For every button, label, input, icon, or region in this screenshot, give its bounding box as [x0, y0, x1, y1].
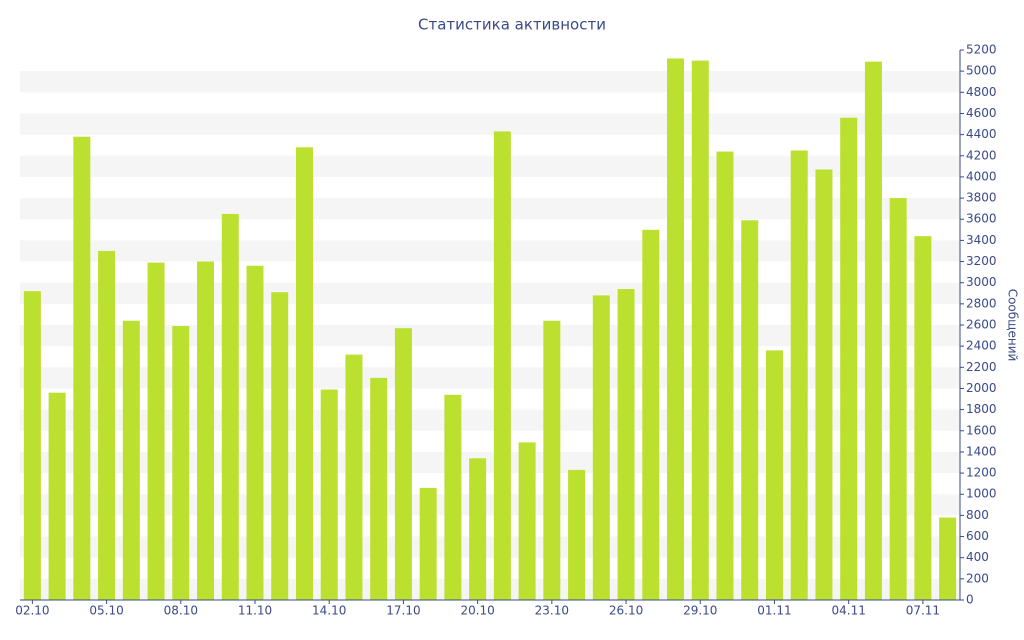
bar — [197, 261, 215, 600]
y-tick-label: 5200 — [966, 43, 997, 57]
y-tick-label: 800 — [966, 508, 989, 522]
bar — [592, 295, 610, 600]
x-tick-label: 08.10 — [164, 604, 198, 618]
bar — [271, 292, 289, 600]
bar — [667, 58, 685, 600]
bar — [543, 320, 561, 600]
bar — [568, 469, 586, 600]
y-tick-label: 2200 — [966, 360, 997, 374]
y-tick-label: 1600 — [966, 423, 997, 437]
bar — [98, 250, 116, 600]
bar — [716, 151, 734, 601]
x-tick-label: 02.10 — [15, 604, 49, 618]
bar — [246, 265, 264, 600]
y-tick-label: 4400 — [966, 127, 997, 141]
x-tick-label: 11.10 — [238, 604, 272, 618]
x-tick-label: 23.10 — [535, 604, 569, 618]
bar — [518, 442, 536, 600]
y-tick-label: 2400 — [966, 339, 997, 353]
y-tick-label: 2800 — [966, 296, 997, 310]
bar — [147, 262, 165, 600]
y-tick-label: 3400 — [966, 233, 997, 247]
y-tick-label: 4800 — [966, 85, 997, 99]
bar — [345, 354, 363, 600]
y-tick-label: 3000 — [966, 275, 997, 289]
x-tick-label: 07.11 — [906, 604, 940, 618]
y-tick-label: 3600 — [966, 212, 997, 226]
x-tick-label: 14.10 — [312, 604, 346, 618]
bar — [419, 487, 437, 600]
bar — [469, 458, 487, 600]
x-tick-label: 29.10 — [683, 604, 717, 618]
x-tick-label: 17.10 — [386, 604, 420, 618]
bar — [73, 136, 91, 600]
y-tick-label: 5000 — [966, 64, 997, 78]
bar — [617, 289, 635, 600]
x-tick-label: 20.10 — [460, 604, 494, 618]
x-tick-label: 26.10 — [609, 604, 643, 618]
bar — [172, 326, 190, 600]
bar — [122, 320, 140, 600]
bar — [320, 389, 338, 600]
x-tick-label: 04.11 — [832, 604, 866, 618]
bar — [815, 169, 833, 600]
grid-band — [20, 71, 960, 93]
bar — [840, 117, 858, 600]
bar — [914, 236, 932, 600]
bar — [48, 392, 66, 600]
bar — [765, 350, 783, 600]
grid-band — [20, 113, 960, 135]
y-tick-label: 1200 — [966, 466, 997, 480]
y-tick-label: 1000 — [966, 487, 997, 501]
y-tick-label: 1800 — [966, 402, 997, 416]
bar — [691, 60, 709, 601]
bar — [493, 131, 511, 600]
y-tick-label: 1400 — [966, 444, 997, 458]
bar — [444, 394, 462, 600]
y-tick-label: 600 — [966, 529, 989, 543]
bar — [642, 229, 660, 601]
bar — [741, 220, 759, 601]
bar — [790, 150, 808, 600]
x-tick-label: 05.10 — [89, 604, 123, 618]
bar — [295, 147, 313, 601]
bar — [939, 517, 957, 600]
bar — [23, 291, 41, 600]
y-tick-label: 3800 — [966, 191, 997, 205]
x-tick-label: 01.11 — [757, 604, 791, 618]
chart-title: Статистика активности — [418, 16, 606, 34]
y-tick-label: 4600 — [966, 106, 997, 120]
y-tick-label: 200 — [966, 571, 989, 585]
y-tick-label: 2600 — [966, 318, 997, 332]
y-axis-title: Сообщений — [1006, 289, 1020, 362]
y-tick-label: 4200 — [966, 148, 997, 162]
y-tick-label: 400 — [966, 550, 989, 564]
y-tick-label: 0 — [966, 593, 974, 607]
bar — [889, 198, 907, 601]
bar — [221, 213, 239, 600]
y-tick-label: 4000 — [966, 169, 997, 183]
bar — [394, 328, 412, 600]
bar — [864, 61, 882, 600]
y-tick-label: 3200 — [966, 254, 997, 268]
bar — [370, 377, 388, 600]
y-tick-label: 2000 — [966, 381, 997, 395]
